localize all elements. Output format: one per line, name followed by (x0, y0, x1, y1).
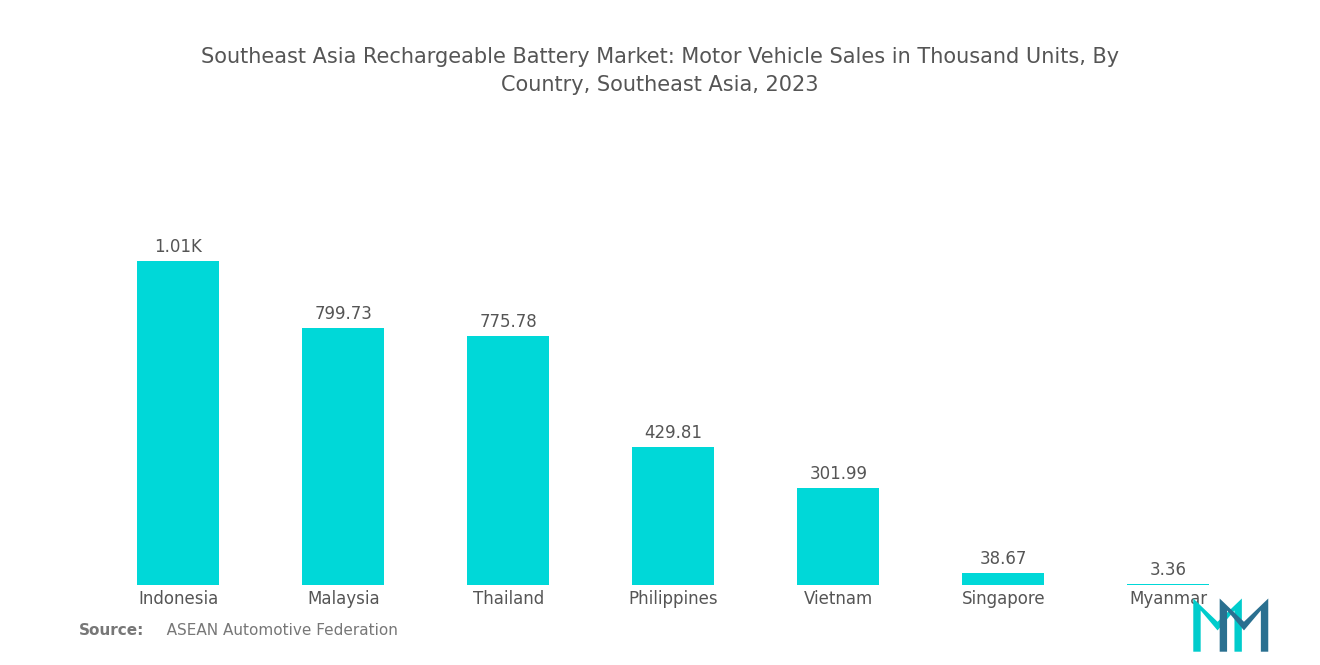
Bar (1127, 584, 1209, 585)
Bar (137, 261, 219, 585)
Text: ASEAN Automotive Federation: ASEAN Automotive Federation (152, 623, 397, 638)
Bar (797, 488, 879, 585)
Text: 1.01K: 1.01K (154, 238, 202, 256)
Bar (467, 336, 549, 585)
Polygon shape (1220, 598, 1269, 652)
Polygon shape (1193, 598, 1242, 652)
Bar (302, 328, 384, 585)
Text: 301.99: 301.99 (809, 465, 867, 483)
Text: 799.73: 799.73 (314, 305, 372, 323)
Bar (632, 447, 714, 585)
Text: 38.67: 38.67 (979, 550, 1027, 568)
Text: Southeast Asia Rechargeable Battery Market: Motor Vehicle Sales in Thousand Unit: Southeast Asia Rechargeable Battery Mark… (201, 47, 1119, 94)
Text: Source:: Source: (79, 623, 145, 638)
Text: 775.78: 775.78 (479, 313, 537, 331)
Text: 3.36: 3.36 (1150, 561, 1187, 579)
Bar (962, 573, 1044, 585)
Text: 429.81: 429.81 (644, 424, 702, 442)
